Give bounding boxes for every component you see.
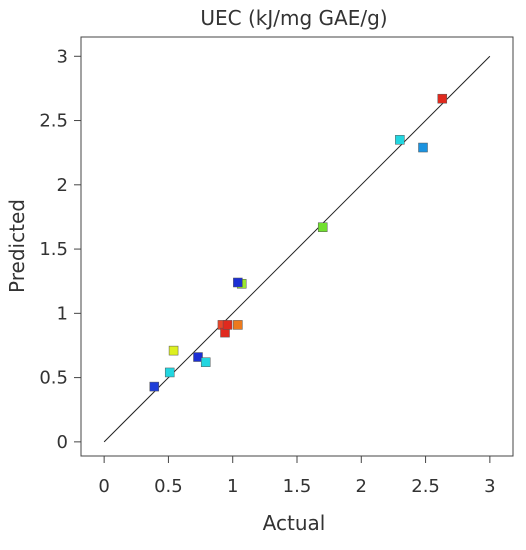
data-point [395, 135, 405, 145]
y-tick-label: 2 [57, 175, 68, 196]
data-point [233, 320, 243, 330]
y-tick-label: 0 [57, 432, 68, 453]
plot-area-frame [80, 36, 514, 457]
data-point [168, 345, 179, 356]
data-point [418, 142, 428, 153]
data-points [149, 93, 448, 392]
x-tick-label: 2 [356, 476, 367, 497]
x-tick-label: 0 [98, 476, 109, 497]
y-tick-label: 1 [57, 303, 68, 324]
x-tick-label: 1.5 [283, 476, 312, 497]
y-axis-title: Predicted [5, 199, 29, 293]
x-tick-label: 2.5 [411, 476, 440, 497]
x-axis-title: Actual [263, 511, 326, 535]
data-point [222, 320, 233, 330]
reference-line [103, 55, 491, 443]
data-point [200, 357, 211, 367]
x-tick-label: 0.5 [154, 476, 183, 497]
data-point [164, 367, 175, 378]
y-tick-label: 3 [57, 46, 68, 67]
data-point [233, 277, 243, 288]
x-tick-label: 1 [227, 476, 238, 497]
y-tick-label: 2.5 [39, 111, 68, 132]
chart-title: UEC (kJ/mg GAE/g) [200, 6, 387, 30]
y-tick-label: 0.5 [39, 368, 68, 389]
data-point [317, 222, 328, 232]
data-point [149, 381, 160, 392]
x-tick-label: 3 [484, 476, 495, 497]
data-point [193, 352, 203, 362]
x-axis: 0 0.5 1 1.5 2 2.5 3 [98, 456, 496, 497]
y-axis: 0 0.5 1 1.5 2 2.5 3 [39, 46, 81, 453]
data-point [437, 93, 448, 104]
y-tick-label: 1.5 [39, 239, 68, 260]
